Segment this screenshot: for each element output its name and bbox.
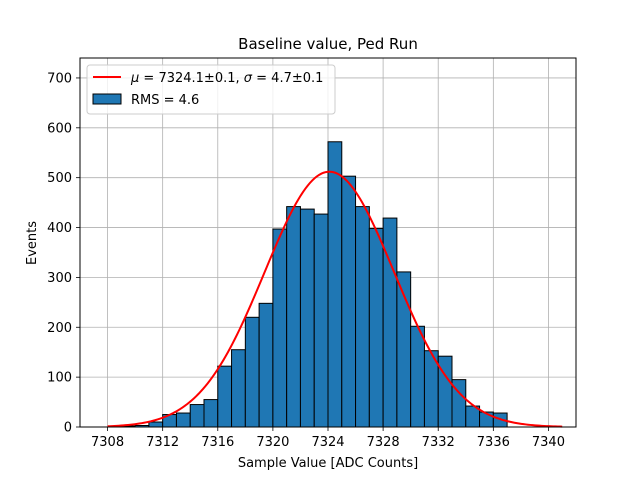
histogram-bar [175,412,191,428]
y-axis-ticks: 0 100 200 300 400 500 600 700 [47,71,80,436]
histogram-bar [313,213,329,428]
x-tick-label: 7332 [422,435,455,450]
y-tick-label: 400 [47,221,72,236]
histogram-bar [341,175,357,428]
y-tick-label: 300 [47,271,72,286]
y-tick-label: 100 [47,371,72,386]
legend-box [86,64,336,115]
legend-mu-value: = 7324.1±0.1, [139,71,243,86]
x-axis-ticks: 7308 7312 7316 7320 7324 7328 7332 7336 7340 [91,427,565,450]
histogram-bar [286,206,301,428]
y-axis-label: Events [25,221,40,265]
histogram-bar [299,208,315,428]
y-tick-label: 500 [47,171,72,186]
histogram-bar [368,228,384,428]
x-tick-label: 7336 [477,435,510,450]
legend-histogram-swatch [92,93,122,105]
histogram-bar [148,421,164,428]
chart-title: Baseline value, Ped Run [238,35,418,53]
x-tick-label: 7312 [146,435,179,450]
y-tick-label: 700 [47,71,72,86]
histogram-bar [355,206,370,428]
histogram-bar [217,365,233,428]
y-tick-label: 200 [47,321,72,336]
y-tick-label: 0 [64,421,72,436]
y-tick-label: 600 [47,121,72,136]
histogram-bar [189,404,205,428]
x-axis-label: Sample Value [ADC Counts] [238,456,418,471]
legend-histogram-label: RMS = 4.6 [131,93,199,108]
histogram-bar [244,316,260,428]
x-tick-label: 7340 [532,435,565,450]
legend-fit-label: μ = 7324.1±0.1, σ = 4.7±0.1 [130,71,323,86]
x-tick-label: 7320 [256,435,289,450]
histogram-bar [327,141,343,428]
histogram-bars [120,141,508,428]
x-tick-label: 7316 [201,435,234,450]
legend-mu-symbol: μ [130,71,139,86]
histogram-bar [203,399,219,428]
gaussian-fit-curve [107,170,563,428]
x-tick-label: 7324 [311,435,344,450]
histogram-bar [410,325,425,428]
histogram-bar [272,228,288,428]
x-tick-label: 7308 [91,435,124,450]
legend: μ = 7324.1±0.1, σ = 4.7±0.1 RMS = 4.6 [86,64,336,115]
legend-sigma-symbol: σ [244,71,253,86]
histogram-bar [231,349,246,428]
histogram-bar [258,302,274,428]
legend-sigma-value: = 4.7±0.1 [252,71,323,86]
x-tick-label: 7328 [367,435,400,450]
